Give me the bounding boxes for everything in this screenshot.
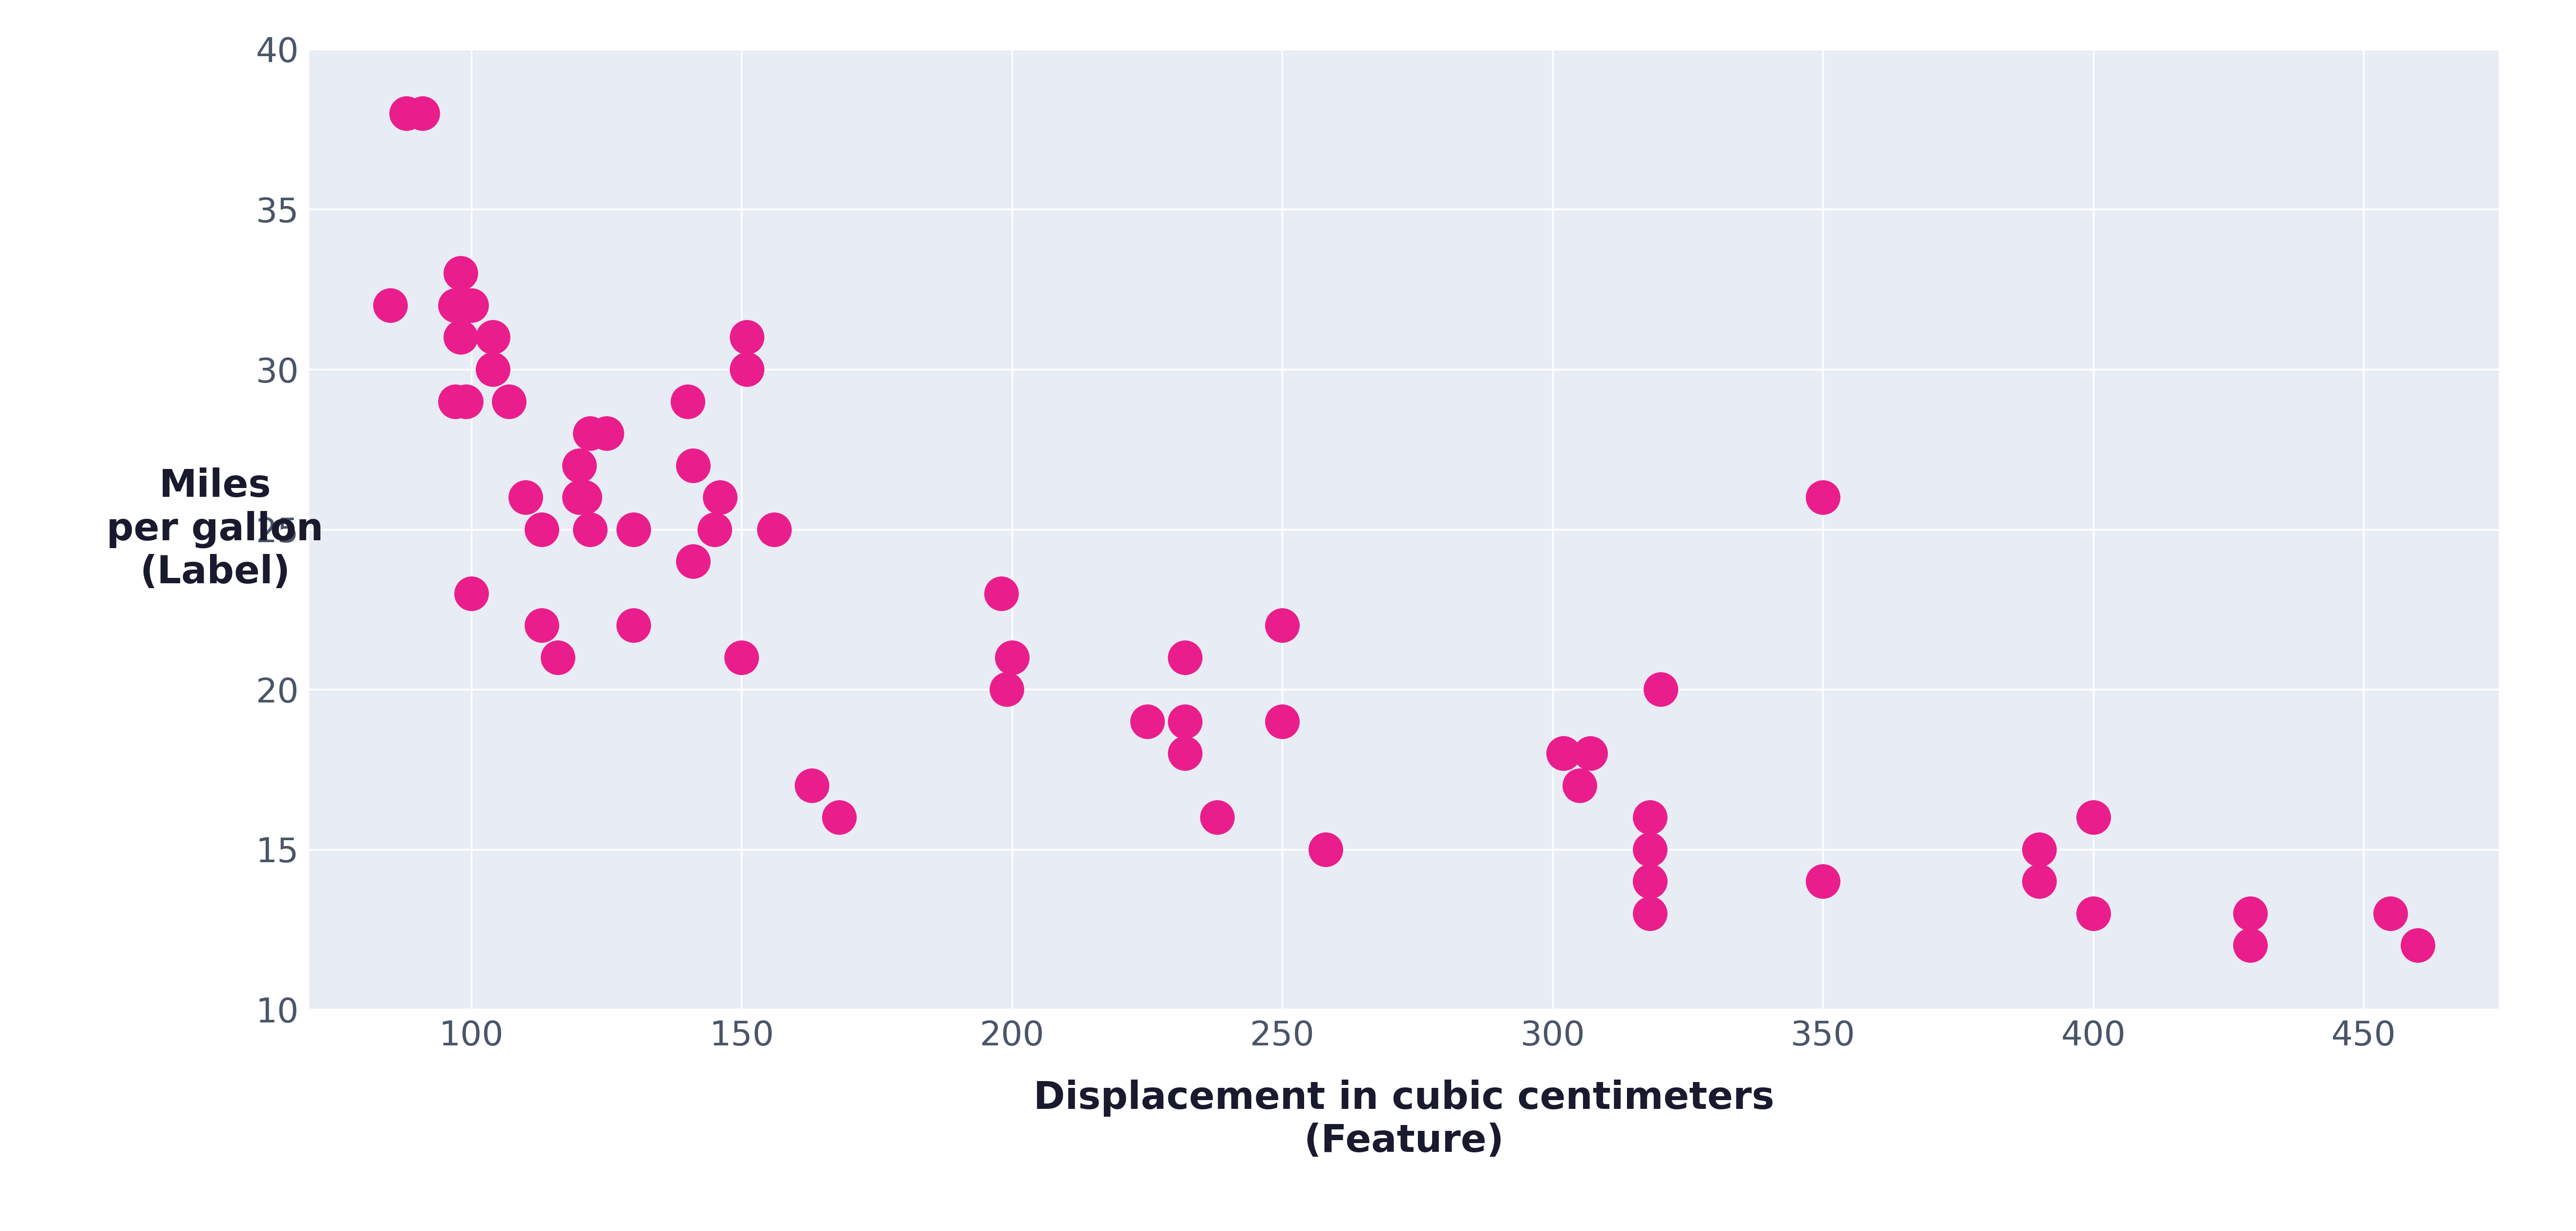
X-axis label: Displacement in cubic centimeters
(Feature): Displacement in cubic centimeters (Featu… xyxy=(1033,1080,1775,1160)
Point xyxy=(2228,904,2269,923)
Point xyxy=(981,583,1023,603)
Point xyxy=(1164,712,1206,731)
Point xyxy=(569,423,611,443)
Point xyxy=(538,648,580,667)
Point xyxy=(672,455,714,475)
Point xyxy=(368,295,410,315)
Point xyxy=(1803,487,1844,507)
Y-axis label: Miles
per gallon
(Label): Miles per gallon (Label) xyxy=(106,468,325,591)
Point xyxy=(1569,744,1610,763)
Point xyxy=(1164,744,1206,763)
Point xyxy=(559,487,600,507)
Point xyxy=(1198,808,1239,827)
Point xyxy=(987,680,1028,699)
Point xyxy=(2228,936,2269,955)
Point xyxy=(1628,872,1669,891)
Point xyxy=(1164,648,1206,667)
Point xyxy=(505,487,546,507)
Point xyxy=(451,583,492,603)
Point xyxy=(2074,808,2115,827)
Point xyxy=(1641,680,1682,699)
Point xyxy=(2370,904,2411,923)
Point xyxy=(701,487,742,507)
Point xyxy=(992,648,1033,667)
Point xyxy=(1628,872,1669,891)
Point xyxy=(1262,616,1303,635)
Point xyxy=(1628,840,1669,859)
Point xyxy=(2020,872,2061,891)
Point xyxy=(520,519,562,539)
Point xyxy=(520,616,562,635)
Point xyxy=(667,391,708,411)
Point xyxy=(693,519,734,539)
Point xyxy=(819,808,860,827)
Point xyxy=(489,391,531,411)
Point xyxy=(791,776,832,795)
Point xyxy=(564,487,605,507)
Point xyxy=(1543,744,1584,763)
Point xyxy=(2020,840,2061,859)
Point xyxy=(1803,872,1844,891)
Point xyxy=(726,359,768,379)
Point xyxy=(435,295,477,315)
Point xyxy=(1306,840,1347,859)
Point xyxy=(451,295,492,315)
Point xyxy=(721,648,762,667)
Point xyxy=(2398,936,2439,955)
Point xyxy=(1628,904,1669,923)
Point xyxy=(2074,904,2115,923)
Point xyxy=(435,391,477,411)
Point xyxy=(446,391,487,411)
Point xyxy=(1262,712,1303,731)
Point xyxy=(1558,776,1600,795)
Point xyxy=(1628,808,1669,827)
Point xyxy=(672,551,714,571)
Point xyxy=(569,519,611,539)
Point xyxy=(440,263,482,283)
Point xyxy=(613,519,654,539)
Point xyxy=(1543,744,1584,763)
Point xyxy=(613,616,654,635)
Point xyxy=(402,103,443,123)
Point xyxy=(726,327,768,347)
Point xyxy=(471,327,513,347)
Point xyxy=(585,423,626,443)
Point xyxy=(471,359,513,379)
Point xyxy=(1126,712,1167,731)
Point xyxy=(752,519,793,539)
Point xyxy=(559,455,600,475)
Point xyxy=(440,327,482,347)
Point xyxy=(386,103,428,123)
